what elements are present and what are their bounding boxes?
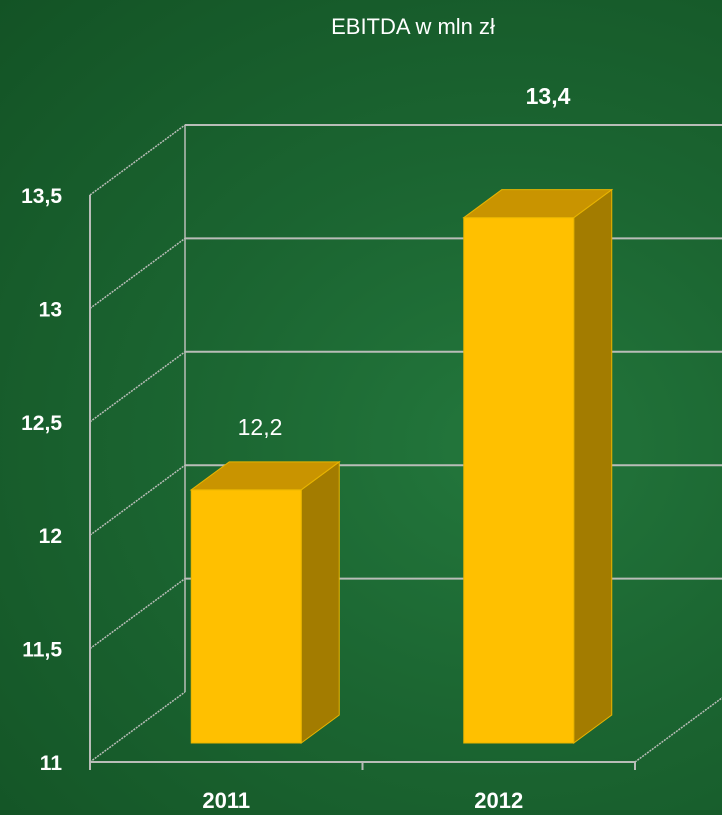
y-tick-label: 12 [39,525,62,548]
bar [190,489,302,744]
x-tick-label: 2011 [202,788,250,810]
y-tick-label: 11 [40,752,63,775]
bar-side [300,460,340,744]
y-tick-label: 13 [39,298,62,321]
wall-gridline [89,124,186,196]
wall-gridline [89,577,186,650]
bar-2012 [462,188,614,744]
floor-edge [634,696,722,763]
wall-gridline [89,691,186,763]
bars-layer [189,188,614,744]
labels-layer: 11 11,5 12 12,5 13 13,5 2011 2012 12,2 13,4 [21,83,571,813]
wall-gridline [89,351,186,423]
y-tick-label: 13,5 [21,185,62,208]
data-label: 12,2 [238,414,283,440]
y-tick-label: 11,5 [22,639,62,662]
bar [463,217,575,744]
bar-side [573,188,613,744]
wall-gridline [89,464,186,536]
y-tick-label: 12,5 [21,412,62,435]
wall-gridline [89,237,186,310]
data-label: 13,4 [526,83,571,109]
grid-layer [89,124,722,770]
x-tick-label: 2012 [474,788,523,810]
chart-title: EBITDA w mln zł [331,14,495,39]
bar-2011 [189,460,341,744]
